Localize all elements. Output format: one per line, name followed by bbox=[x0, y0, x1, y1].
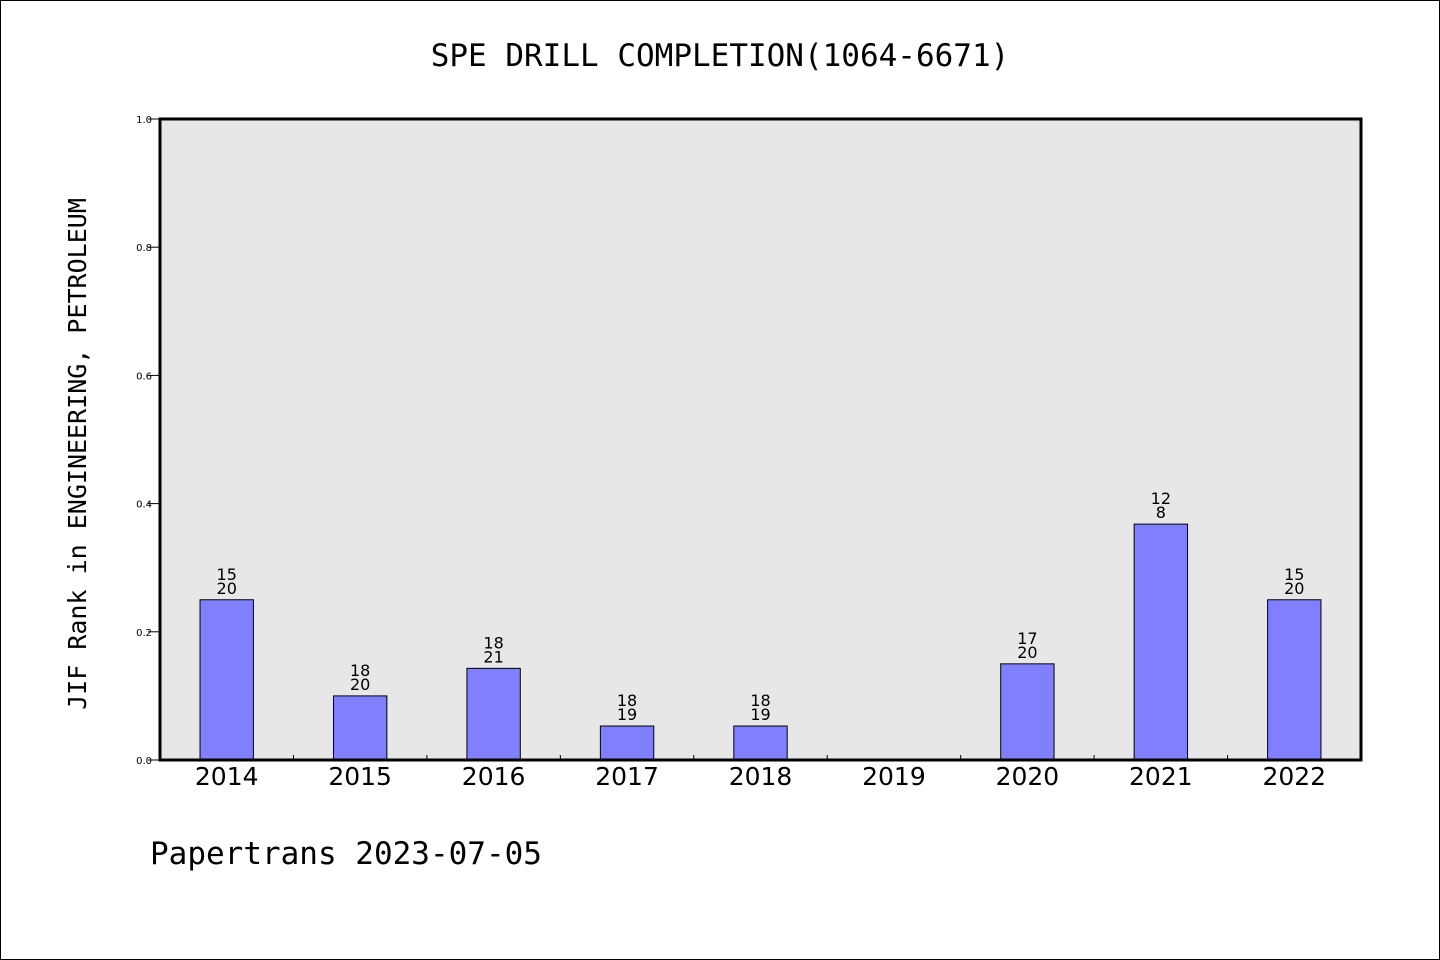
bar-label-rank-2021: 12 bbox=[1151, 489, 1171, 508]
bar-label-rank-2015: 18 bbox=[350, 661, 370, 680]
bar-2022 bbox=[1267, 599, 1322, 761]
y-tick-label: 0.8 bbox=[136, 243, 152, 254]
bar-label-total-2020: 20 bbox=[1017, 643, 1037, 662]
bar-label-total-2018: 19 bbox=[750, 705, 770, 724]
bar-2016 bbox=[466, 667, 521, 761]
bar-2015 bbox=[332, 695, 388, 761]
bar-label-rank-2016: 18 bbox=[483, 633, 503, 652]
y-axis-label: JIF Rank in ENGINEERING, PETROLEUM bbox=[63, 198, 92, 710]
bar-label-total-2021: 8 bbox=[1156, 503, 1166, 522]
y-tick-label: 1.0 bbox=[136, 115, 152, 126]
x-tick-label-2017: 2017 bbox=[595, 762, 659, 791]
bar-label-rank-2020: 17 bbox=[1017, 629, 1037, 648]
x-tick-label-2015: 2015 bbox=[328, 762, 392, 791]
chart-title: SPE DRILL COMPLETION(1064-6671) bbox=[431, 38, 1010, 74]
y-tick-label: 0.6 bbox=[136, 371, 152, 382]
y-tick-label: 0.0 bbox=[136, 756, 152, 767]
x-tick-label-2019: 2019 bbox=[862, 762, 926, 791]
bar-label-rank-2014: 15 bbox=[217, 565, 237, 584]
y-tick-label: 0.4 bbox=[136, 500, 152, 511]
bar-2014 bbox=[199, 599, 254, 761]
x-tick-label-2016: 2016 bbox=[462, 762, 526, 791]
x-tick-label-2014: 2014 bbox=[195, 762, 259, 791]
bar-label-total-2016: 21 bbox=[483, 647, 503, 666]
x-tick-label-2022: 2022 bbox=[1262, 762, 1326, 791]
bar-label-rank-2022: 15 bbox=[1284, 565, 1304, 584]
bar-label-rank-2018: 18 bbox=[750, 691, 770, 710]
y-ticks-layer: 0.0 0.2 0.4 0.6 0.8 1.0 bbox=[136, 115, 160, 767]
bar-2018 bbox=[733, 725, 788, 761]
x-ticks-layer: 2014 2015 2016 2017 2018 2019 2020 2021 2022 bbox=[195, 755, 1326, 791]
bar-2020 bbox=[1000, 663, 1055, 761]
bar-2017 bbox=[599, 725, 655, 761]
x-tick-label-2021: 2021 bbox=[1129, 762, 1193, 791]
bar-2021 bbox=[1133, 523, 1189, 761]
bars-layer bbox=[199, 523, 1322, 761]
bar-label-rank-2017: 18 bbox=[617, 691, 637, 710]
bar-label-total-2015: 20 bbox=[350, 675, 370, 694]
x-tick-label-2018: 2018 bbox=[729, 762, 793, 791]
bar-label-total-2022: 20 bbox=[1284, 579, 1304, 598]
y-tick-label: 0.2 bbox=[136, 628, 152, 639]
footer-text: Papertrans 2023-07-05 bbox=[150, 836, 542, 872]
x-tick-label-2020: 2020 bbox=[996, 762, 1060, 791]
plot-border bbox=[158, 117, 1363, 762]
bar-label-total-2014: 20 bbox=[217, 579, 237, 598]
bar-label-total-2017: 19 bbox=[617, 705, 637, 724]
